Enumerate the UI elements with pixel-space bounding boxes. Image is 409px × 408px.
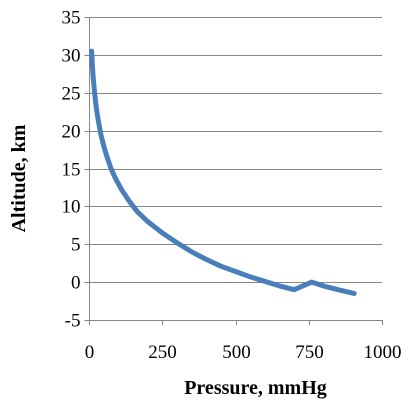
x-tick-label-2: 500 bbox=[222, 342, 251, 363]
y-tick-label-6: 25 bbox=[62, 84, 81, 105]
y-tick-label-1: 0 bbox=[71, 273, 81, 294]
series-group bbox=[89, 48, 357, 296]
y-axis-title: Altitude, km bbox=[8, 124, 30, 232]
y-tick-label-7: 30 bbox=[62, 46, 81, 67]
x-tick-label-4: 1000 bbox=[364, 342, 402, 363]
x-axis-title: Pressure, mmHg bbox=[184, 377, 327, 399]
x-tick-label-0: 0 bbox=[85, 342, 95, 363]
x-tick-label-1: 250 bbox=[148, 342, 177, 363]
axes bbox=[84, 17, 383, 325]
y-tick-label-0: -5 bbox=[65, 311, 81, 332]
x-tick-label-3: 750 bbox=[295, 342, 324, 363]
series-line-0 bbox=[89, 48, 357, 296]
y-tick-label-5: 20 bbox=[62, 122, 81, 143]
y-tick-label-2: 5 bbox=[71, 235, 81, 256]
y-tick-label-3: 10 bbox=[62, 197, 81, 218]
y-tick-label-8: 35 bbox=[62, 8, 81, 29]
y-tick-label-4: 15 bbox=[62, 160, 81, 181]
gridlines bbox=[89, 17, 382, 321]
